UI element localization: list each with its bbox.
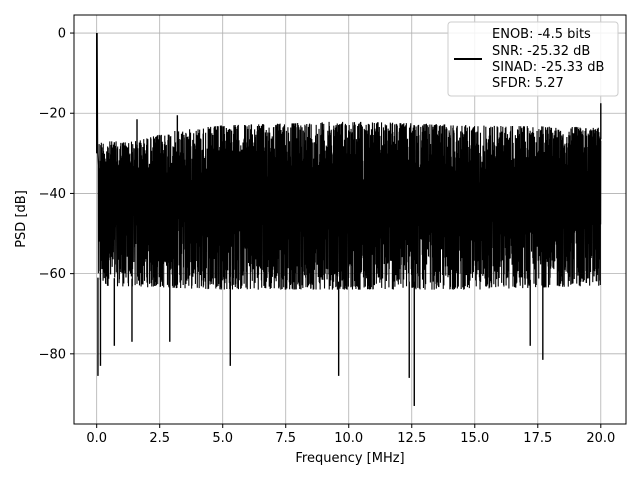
x-tick-label: 2.5 (149, 431, 170, 446)
legend: ENOB: -4.5 bits SNR: -25.32 dB SINAD: -2… (447, 21, 619, 97)
y-tick-label: −20 (39, 107, 66, 122)
plot-frame (73, 14, 627, 425)
y-axis-label: PSD [dB] (14, 190, 29, 248)
x-tick-label: 0.0 (86, 431, 107, 446)
y-tick-label: −60 (39, 267, 66, 282)
x-tick-label: 20.0 (586, 431, 615, 446)
x-axis-label: Frequency [MHz] (295, 451, 404, 466)
x-axis: 0.0 2.5 5.0 7.5 10.0 12.5 15.0 17.5 20.0 (86, 424, 615, 446)
y-tick-label: −40 (39, 187, 66, 202)
x-tick-label: 12.5 (397, 431, 426, 446)
legend-entry-snr: SNR: -25.32 dB (492, 44, 590, 59)
y-axis: 0 −20 −40 −60 −80 (39, 27, 74, 362)
psd-line (96, 33, 602, 290)
y-tick-label: −80 (39, 347, 66, 362)
y-tick-label: 0 (58, 27, 66, 42)
x-tick-label: 10.0 (334, 431, 363, 446)
x-tick-label: 17.5 (523, 431, 552, 446)
x-tick-label: 5.0 (212, 431, 233, 446)
legend-entry-enob: ENOB: -4.5 bits (492, 27, 591, 42)
x-tick-label: 7.5 (275, 431, 296, 446)
x-tick-label: 15.0 (460, 431, 489, 446)
legend-entry-sfdr: SFDR: 5.27 (492, 76, 564, 91)
psd-series (95, 33, 602, 406)
legend-box (447, 21, 619, 97)
legend-entry-sinad: SINAD: -25.33 dB (492, 60, 604, 75)
